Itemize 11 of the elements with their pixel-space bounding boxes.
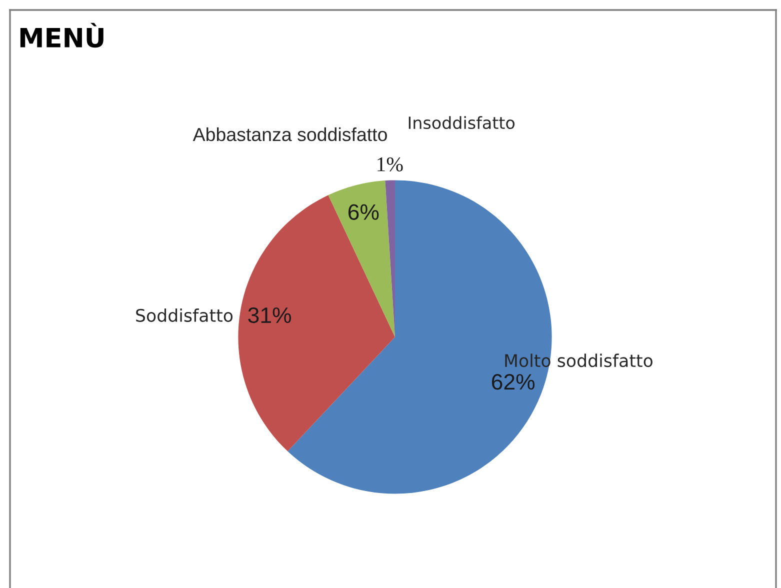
pie-slice — [238, 195, 395, 452]
slice-label: Molto soddisfatto — [505, 354, 652, 368]
chart-title: MENÙ — [20, 22, 104, 48]
slice-label: Soddisfatto — [136, 308, 233, 322]
data-label: 6% — [348, 204, 379, 220]
pie-slice — [328, 180, 395, 337]
slice-label: Abbastanza soddisfatto — [192, 127, 387, 142]
data-label: 62% — [492, 374, 535, 390]
data-label: 1% — [378, 157, 403, 172]
data-label: 31% — [248, 307, 292, 324]
slice-label: Insoddisfatto — [408, 116, 515, 130]
